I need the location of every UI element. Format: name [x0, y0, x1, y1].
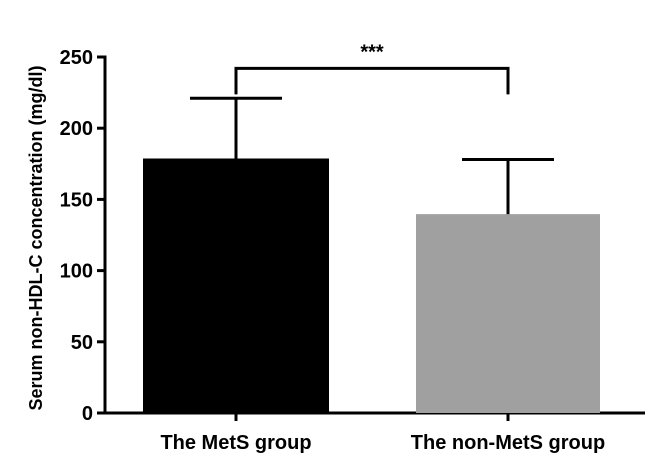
bars [143, 96, 600, 414]
x-tick-label: The non-MetS group [411, 432, 605, 454]
bar [416, 215, 600, 413]
y-tick-label: 100 [60, 261, 93, 283]
significance-label: *** [360, 41, 384, 63]
significance-annotation: *** [234, 41, 510, 95]
y-tick-label: 150 [60, 189, 93, 211]
x-tick-label: The MetS group [160, 432, 311, 454]
y-tick-label: 200 [60, 118, 93, 140]
y-tick-label: 50 [71, 332, 93, 354]
y-axis-label: Serum non-HDL-C concentration (mg/dl) [26, 66, 46, 411]
bar [143, 158, 329, 414]
significance-bracket [234, 66, 510, 95]
y-tick-label: 250 [60, 47, 93, 69]
y-axis: 0 50 100 150 200 250 [60, 47, 107, 425]
x-axis: The MetS group The non-MetS group [105, 411, 645, 454]
y-tick-label: 0 [82, 403, 93, 425]
